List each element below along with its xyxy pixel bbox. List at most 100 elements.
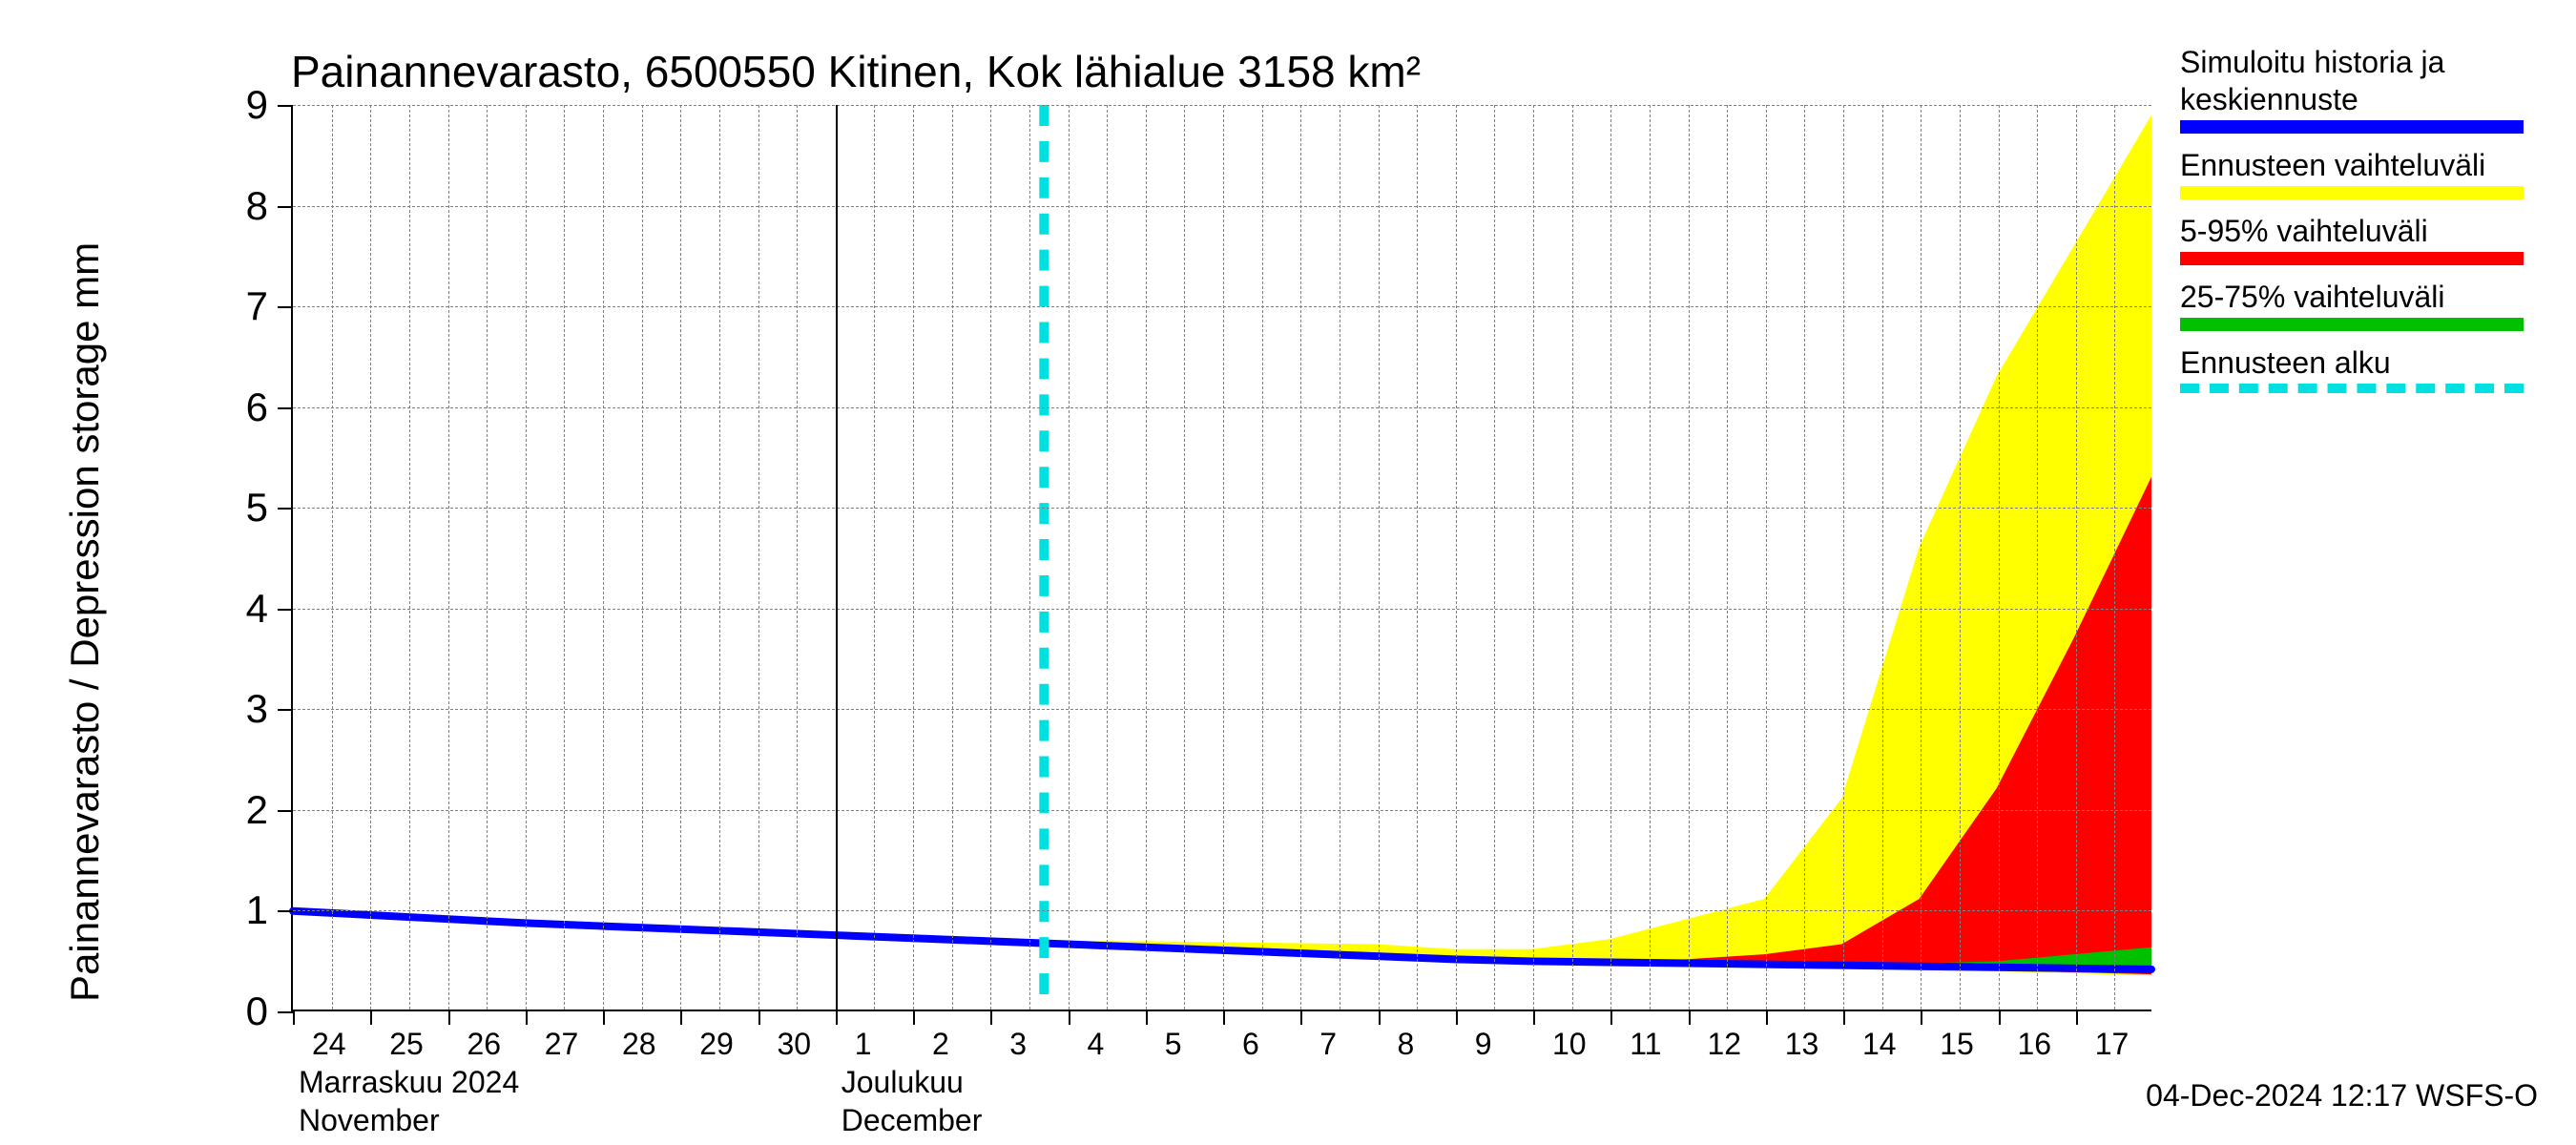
grid-line-v-minor — [1804, 105, 1805, 1010]
y-tick-label: 7 — [246, 283, 268, 329]
chart-svg — [293, 105, 2151, 1010]
grid-line-v — [1146, 105, 1147, 1010]
x-tick-label: 11 — [1630, 1027, 1661, 1062]
legend-label: 25-75% vaihteluväli — [2180, 279, 2524, 316]
grid-line-v-minor — [1262, 105, 1263, 1010]
grid-line-v-minor — [564, 105, 565, 1010]
x-tick — [526, 1010, 528, 1025]
grid-line-h — [293, 407, 2151, 408]
grid-line-v-minor — [409, 105, 410, 1010]
legend: Simuloitu historia jakeskiennuste Ennuste… — [2180, 44, 2524, 406]
x-tick — [448, 1010, 450, 1025]
x-tick — [1456, 1010, 1458, 1025]
x-tick-label: 29 — [699, 1027, 734, 1062]
grid-line-v — [1533, 105, 1534, 1010]
legend-label: Ennusteen vaihteluväli — [2180, 147, 2524, 184]
y-tick — [278, 910, 293, 912]
x-tick — [758, 1010, 760, 1025]
legend-label: Ennusteen alku — [2180, 344, 2524, 382]
grid-line-v — [1766, 105, 1767, 1010]
x-tick — [680, 1010, 682, 1025]
y-tick-label: 5 — [246, 485, 268, 531]
y-tick-label: 4 — [246, 586, 268, 632]
y-tick-label: 9 — [246, 82, 268, 128]
y-tick — [278, 306, 293, 308]
grid-line-v — [1379, 105, 1380, 1010]
x-tick — [1921, 1010, 1922, 1025]
grid-line-v — [1999, 105, 2000, 1010]
grid-line-v — [603, 105, 604, 1010]
x-tick — [1300, 1010, 1302, 1025]
x-tick — [1379, 1010, 1381, 1025]
x-tick — [1999, 1010, 2001, 1025]
x-tick — [836, 1010, 838, 1025]
legend-swatch — [2180, 120, 2524, 134]
grid-line-v-minor — [2037, 105, 2038, 1010]
grid-line-v-minor — [642, 105, 643, 1010]
grid-line-v — [2076, 105, 2077, 1010]
grid-line-v-minor — [1882, 105, 1883, 1010]
grid-line-v — [990, 105, 991, 1010]
y-tick-label: 8 — [246, 183, 268, 229]
x-month-label: JoulukuuDecember — [841, 1063, 983, 1139]
x-tick — [1843, 1010, 1845, 1025]
grid-line-v — [1456, 105, 1457, 1010]
grid-line-v — [448, 105, 449, 1010]
x-month-label: Marraskuu 2024November — [299, 1063, 519, 1139]
grid-line-v — [836, 105, 838, 1010]
grid-line-v — [526, 105, 527, 1010]
legend-entry: Ennusteen vaihteluväli — [2180, 147, 2524, 199]
grid-line-v — [913, 105, 914, 1010]
grid-line-v-minor — [1572, 105, 1573, 1010]
y-tick-label: 1 — [246, 887, 268, 933]
chart-title: Painannevarasto, 6500550 Kitinen, Kok lä… — [291, 46, 1421, 97]
y-axis-title: Painannevarasto / Depression storage mm — [62, 242, 108, 1002]
x-tick-label: 26 — [467, 1027, 502, 1062]
grid-line-h — [293, 709, 2151, 710]
grid-line-v-minor — [2114, 105, 2115, 1010]
legend-swatch — [2180, 186, 2524, 199]
y-tick-label: 0 — [246, 989, 268, 1034]
grid-line-h — [293, 609, 2151, 610]
chart-container: Painannevarasto, 6500550 Kitinen, Kok lä… — [0, 0, 2576, 1145]
grid-line-v — [680, 105, 681, 1010]
x-tick-label: 5 — [1165, 1027, 1182, 1062]
grid-line-v-minor — [1107, 105, 1108, 1010]
grid-line-v-minor — [1650, 105, 1651, 1010]
x-tick-label: 2 — [932, 1027, 949, 1062]
y-tick-label: 6 — [246, 385, 268, 430]
grid-line-v-minor — [797, 105, 798, 1010]
grid-line-v-minor — [874, 105, 875, 1010]
x-tick — [603, 1010, 605, 1025]
x-tick — [1146, 1010, 1148, 1025]
legend-label: Simuloitu historia ja — [2180, 44, 2524, 81]
x-tick — [1069, 1010, 1070, 1025]
x-tick-label: 30 — [778, 1027, 812, 1062]
grid-line-v-minor — [1029, 105, 1030, 1010]
x-tick — [1766, 1010, 1768, 1025]
y-tick — [278, 609, 293, 611]
band-full-range — [293, 115, 2151, 976]
grid-line-v — [1223, 105, 1224, 1010]
x-tick — [2076, 1010, 2078, 1025]
y-tick-label: 2 — [246, 787, 268, 833]
x-tick-label: 3 — [1009, 1027, 1027, 1062]
grid-line-v-minor — [952, 105, 953, 1010]
x-tick-label: 10 — [1552, 1027, 1587, 1062]
x-tick-label: 9 — [1475, 1027, 1492, 1062]
y-tick — [278, 508, 293, 510]
x-tick-label: 4 — [1088, 1027, 1105, 1062]
x-tick — [1533, 1010, 1535, 1025]
legend-label: keskiennuste — [2180, 81, 2524, 118]
x-tick-label: 13 — [1785, 1027, 1819, 1062]
y-tick — [278, 407, 293, 409]
grid-line-h — [293, 306, 2151, 307]
grid-line-v — [370, 105, 371, 1010]
grid-line-h — [293, 910, 2151, 911]
grid-line-v-minor — [487, 105, 488, 1010]
legend-entry: 25-75% vaihteluväli — [2180, 279, 2524, 331]
x-tick-label: 14 — [1862, 1027, 1897, 1062]
grid-line-v — [1300, 105, 1301, 1010]
grid-line-v-minor — [1494, 105, 1495, 1010]
grid-line-h — [293, 206, 2151, 207]
